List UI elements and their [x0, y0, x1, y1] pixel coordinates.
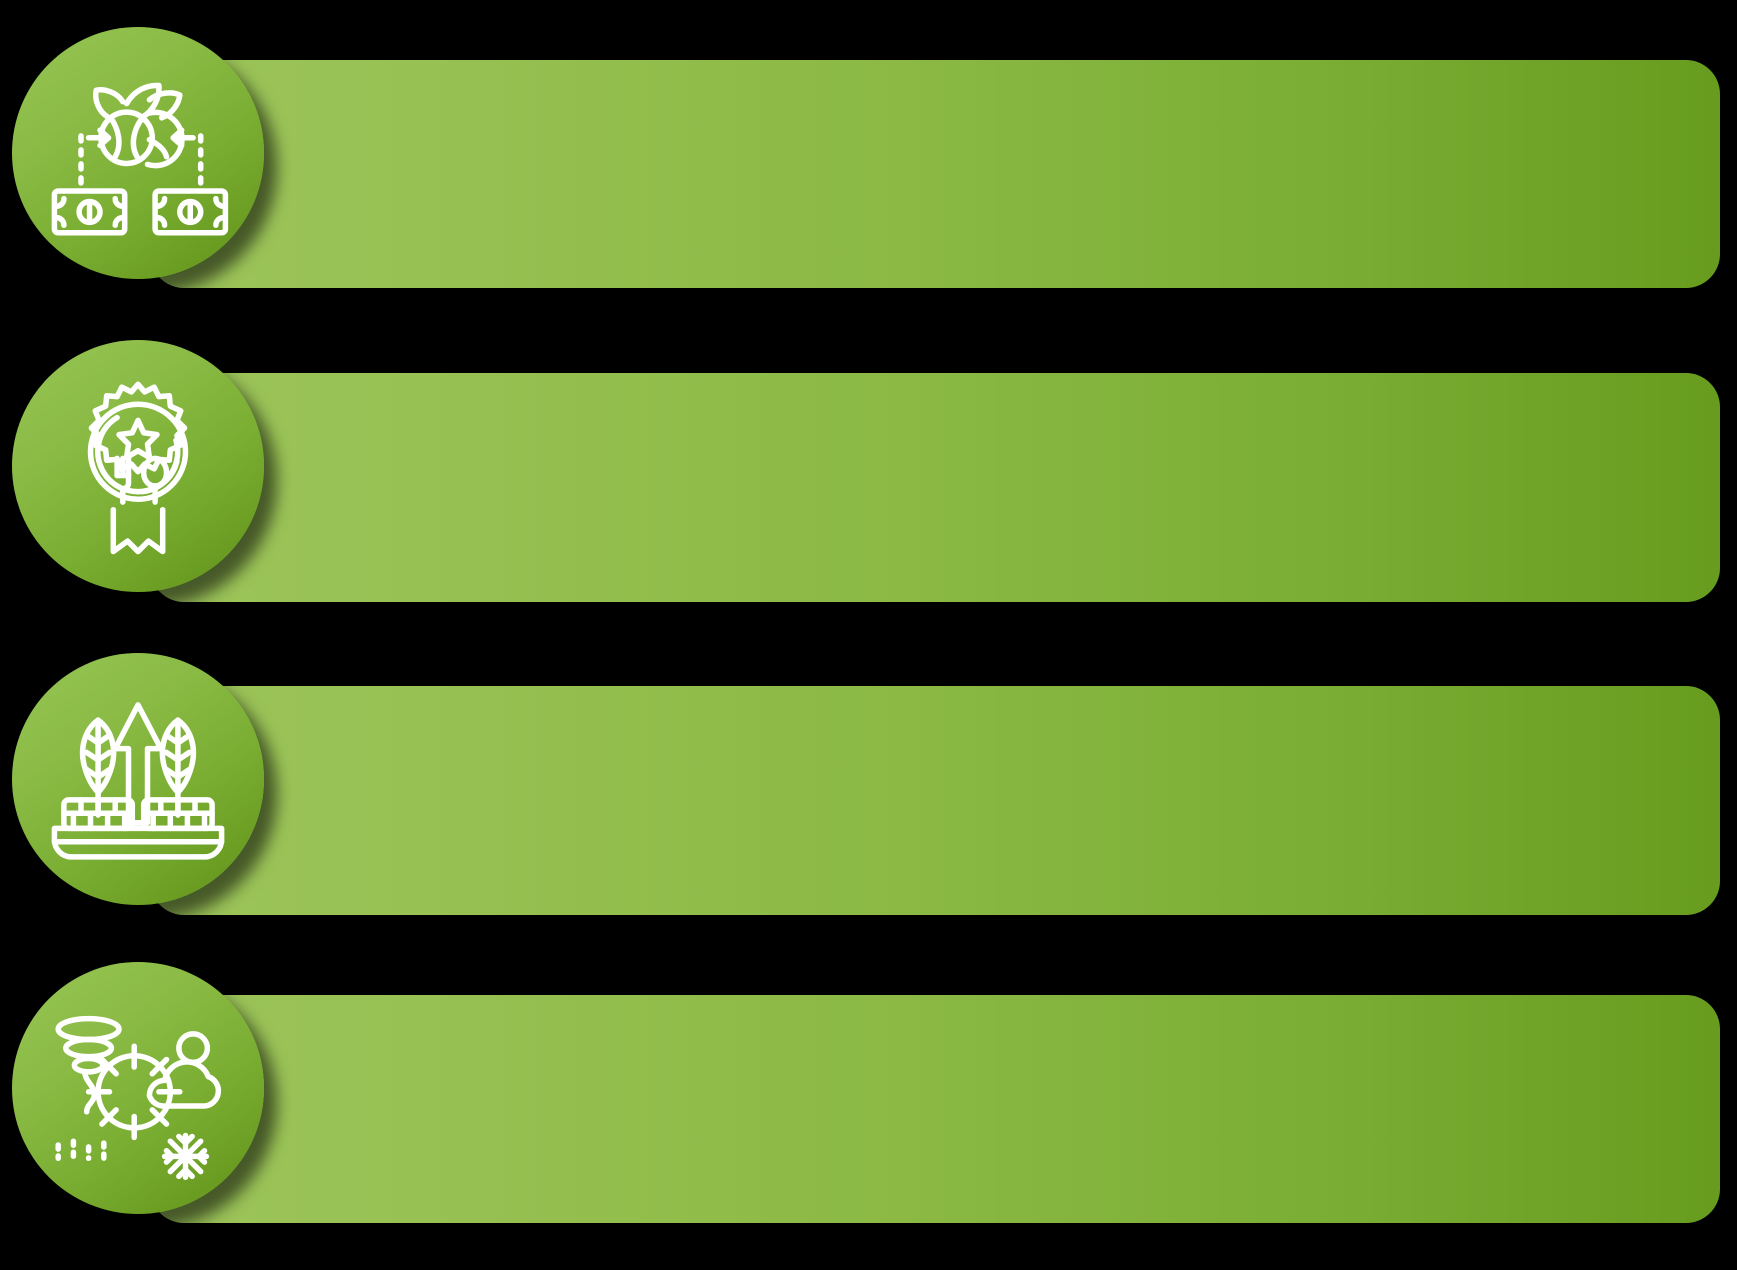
crop-yield-growth-icon [43, 684, 233, 874]
content-bar[interactable] [150, 995, 1720, 1223]
icon-disc[interactable] [12, 962, 264, 1214]
weather-climate-conditions-icon [43, 993, 233, 1183]
content-bar[interactable] [150, 686, 1720, 915]
seed-price-dollar-bills-icon [43, 58, 233, 248]
icon-disc[interactable] [12, 653, 264, 905]
icon-disc[interactable] [12, 340, 264, 592]
food-quality-award-badge-icon [43, 371, 233, 561]
content-bar[interactable] [150, 60, 1720, 288]
icon-disc[interactable] [12, 27, 264, 279]
content-bar[interactable] [150, 373, 1720, 602]
